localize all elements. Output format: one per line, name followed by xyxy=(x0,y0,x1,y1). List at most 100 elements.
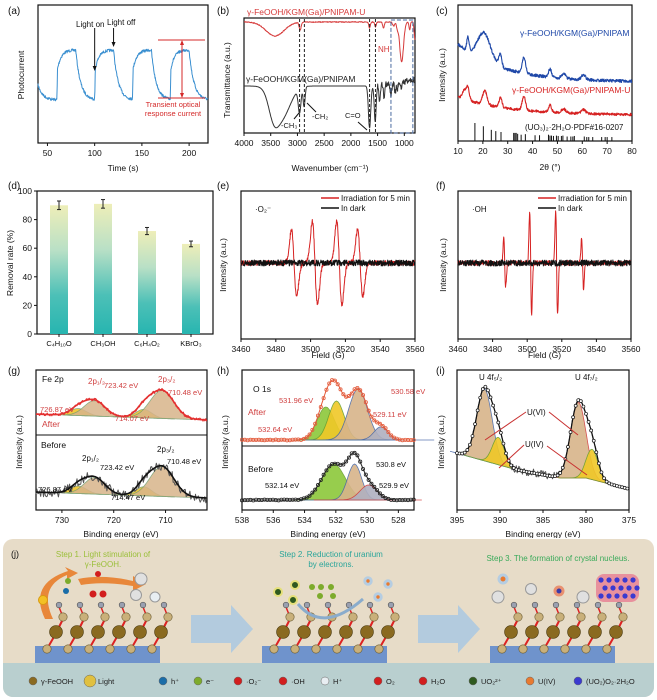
o1s-data-point-before xyxy=(366,477,371,482)
u4f-component-0 xyxy=(450,388,519,471)
o1s-data-point-before xyxy=(307,493,312,498)
chart-d-axes xyxy=(36,190,214,335)
fe2p-data-before xyxy=(35,462,208,504)
after-label: After xyxy=(248,407,266,417)
transition-arrow-1 xyxy=(418,605,480,653)
xrd-legend-pnipam: γ-FeOOH/KGM(Ga)/PNIPAM xyxy=(520,28,629,38)
step3-oxygen-atom xyxy=(602,644,612,654)
crystal-atom xyxy=(626,585,632,591)
uranyl-ion xyxy=(273,587,283,597)
step-2-title-line2: by electrons. xyxy=(308,560,353,569)
before-peak-1: 726.87 eV xyxy=(38,485,72,494)
step1-substrate xyxy=(35,646,160,664)
o1s-data-point-after xyxy=(341,392,346,397)
electron-icon xyxy=(65,578,71,584)
uranyl-icon xyxy=(468,676,478,686)
uranium-iv-ion xyxy=(553,585,565,597)
step3-oxygen-atom xyxy=(513,612,523,622)
o1s-data-point-before xyxy=(310,490,315,495)
step1-hydrogen-atom xyxy=(118,601,126,609)
electron-icon xyxy=(193,676,203,686)
chart-b-xtick-label: 1500 xyxy=(368,138,387,148)
o1s-data-point-after xyxy=(313,421,318,426)
chart-a-photocurrent: 50 100 150 200 Photocurrent Time (s) Light on L… xyxy=(16,4,209,173)
step1-oxygen-atom xyxy=(147,644,157,654)
chart-b-xtick-label: 3500 xyxy=(261,138,280,148)
o1s-data-point-after xyxy=(361,393,366,398)
chart-b-xtick-label: 2000 xyxy=(341,138,360,148)
u4f-data-point xyxy=(602,476,606,481)
category-label-2: C₆H₄O₂ xyxy=(134,339,160,348)
chart-i-xtick-label: 375 xyxy=(622,515,636,525)
hydroxyl-radical-icon xyxy=(525,583,537,595)
step2-oxygen-atom xyxy=(348,612,358,622)
o1s-data-point-before xyxy=(304,495,309,500)
o1s-data-point-before xyxy=(380,494,385,499)
u4f-data-point xyxy=(462,450,467,455)
transient-label-2: response current xyxy=(145,109,202,118)
step3-oxygen-atom xyxy=(576,612,586,622)
before-label: Before xyxy=(41,440,66,450)
bar-1 xyxy=(94,203,112,334)
uranium-iv-ion xyxy=(363,576,373,586)
after-peak-2: 532.64 eV xyxy=(258,425,292,434)
epr-dark-line xyxy=(240,259,416,267)
crystal-atom xyxy=(614,593,620,599)
chart-c-xtick-label: 30 xyxy=(503,146,513,156)
o1s-data-point-after xyxy=(346,394,351,399)
panel-label-d: (d) xyxy=(8,181,21,192)
after-peak-4: 710.48 eV xyxy=(168,388,202,397)
water-molecule-atom xyxy=(95,571,101,577)
after-peak-3: 530.58 eV xyxy=(391,387,425,396)
chart-d-removal-rate: 0 20 40 60 80 100 Removal rate (%) C₄H₁₀O CH₃OH C… xyxy=(5,186,214,348)
legend-label-irradiation: Irradiation for 5 min xyxy=(558,194,627,203)
xrd-series-pnipam-u xyxy=(457,84,633,117)
chart-g-xtick-label: 710 xyxy=(158,515,172,525)
step2-hydrogen-atom xyxy=(366,601,374,609)
after-peak-1: 531.96 eV xyxy=(279,396,313,405)
o1s-data-point-after xyxy=(349,391,354,396)
o1s-data-point-after xyxy=(335,382,340,387)
crystal-atom xyxy=(630,577,636,583)
o1s-data-point-before xyxy=(372,484,377,489)
crystal-atom xyxy=(630,593,636,599)
chart-i-y-label: Intensity (a.u.) xyxy=(436,415,446,469)
step2-hydrogen-atom xyxy=(282,601,290,609)
crystal-atom xyxy=(606,593,612,599)
step1-oxygen-atom xyxy=(121,612,131,622)
chart-a-xtick-label: 50 xyxy=(43,148,53,158)
water-icon xyxy=(418,676,428,686)
species-label: ·O₂⁻ xyxy=(255,205,271,214)
epr-dark-line xyxy=(457,259,632,267)
category-label-0: C₄H₁₀O xyxy=(46,339,72,348)
chart-g-y-label: Intensity (a.u.) xyxy=(14,415,24,469)
fe2p-component-after-3 xyxy=(130,389,194,420)
chart-d-ytick-label: 60 xyxy=(23,243,33,253)
o1s-data-point-before xyxy=(355,453,360,458)
u4f-data-point xyxy=(558,471,563,475)
step1-iron-atom xyxy=(91,625,105,639)
u4f-data-point xyxy=(560,465,565,470)
step-1-title-line2: γ-FeOOH. xyxy=(85,560,121,569)
chart-e-xtick-label: 3520 xyxy=(336,344,355,354)
photocurrent-line xyxy=(37,48,209,102)
chart-f-xtick-label: 3540 xyxy=(587,344,606,354)
fe2p-title: Fe 2p xyxy=(42,374,64,384)
step3-oxygen-atom xyxy=(597,612,607,622)
step1-oxygen-atom xyxy=(105,644,115,654)
u4f-data-point xyxy=(470,434,475,438)
legend-label-3: e⁻ xyxy=(206,677,214,686)
chart-i-xtick-label: 385 xyxy=(536,515,550,525)
co-label: C=O xyxy=(345,111,361,120)
step1-iron-atom xyxy=(112,625,126,639)
after-peak-2: 723.42 eV xyxy=(104,381,138,390)
step3-oxygen-atom xyxy=(555,612,565,622)
u4f-data-point xyxy=(566,445,570,449)
chart-c-xtick-label: 60 xyxy=(578,146,588,156)
fe2p-fit-after xyxy=(36,388,207,421)
chart-f-xtick-label: 3500 xyxy=(518,344,537,354)
before-peak-3: 714.47 eV xyxy=(111,493,145,502)
o1s-data-point-after xyxy=(310,427,315,432)
o1s-data-point-after xyxy=(366,408,371,413)
panel-label-i: (i) xyxy=(436,366,445,377)
